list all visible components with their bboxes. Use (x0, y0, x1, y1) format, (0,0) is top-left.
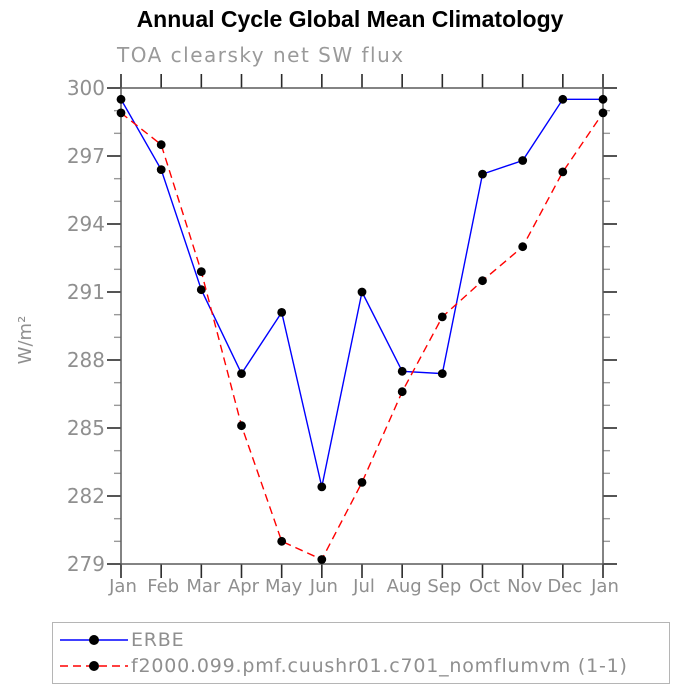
svg-text:297: 297 (67, 144, 105, 168)
svg-text:Mar: Mar (186, 576, 221, 597)
svg-text:Jan: Jan (108, 576, 137, 597)
svg-text:Sep: Sep (427, 576, 461, 597)
svg-text:Oct: Oct (469, 576, 500, 597)
erbe-line-sample-icon (60, 635, 128, 645)
svg-text:Aug: Aug (387, 576, 422, 597)
plot-frame (120, 87, 604, 565)
svg-text:Feb: Feb (147, 576, 179, 597)
legend-item-erbe: ERBE (59, 628, 669, 652)
series-model (116, 108, 608, 564)
svg-text:300: 300 (67, 76, 105, 100)
svg-text:282: 282 (67, 484, 105, 508)
svg-text:Jul: Jul (352, 576, 375, 597)
chart-title: Annual Cycle Global Mean Climatology (136, 6, 564, 32)
legend-label-model: f2000.099.pmf.cuushr01.c701_nomflumvm (1… (131, 655, 628, 677)
svg-text:Jun: Jun (309, 576, 338, 597)
svg-text:285: 285 (67, 416, 105, 440)
svg-text:Dec: Dec (547, 576, 582, 597)
svg-text:Nov: Nov (507, 576, 542, 597)
legend: ERBE f2000.099.pmf.cuushr01.c701_nomflum… (52, 622, 670, 684)
svg-text:294: 294 (67, 212, 105, 236)
series-erbe (116, 94, 608, 492)
chart-subtitle: TOA clearsky net SW flux (117, 43, 405, 67)
svg-text:288: 288 (67, 348, 105, 372)
legend-label-erbe: ERBE (131, 629, 185, 651)
plot-area: 279 282 285 288 291 294 297 300 Jan Feb Mar Apr May J… (15, 74, 619, 597)
svg-text:Jan: Jan (590, 576, 619, 597)
svg-text:291: 291 (67, 280, 105, 304)
svg-text:Apr: Apr (228, 576, 260, 597)
axis-labels: 279 282 285 288 291 294 297 300 Jan Feb Mar Apr May J… (67, 76, 619, 597)
legend-item-model: f2000.099.pmf.cuushr01.c701_nomflumvm (1… (59, 654, 669, 678)
axis-ticks (107, 74, 617, 578)
svg-text:May: May (265, 576, 303, 597)
y-axis-title: W/m² (15, 316, 36, 365)
svg-text:279: 279 (67, 552, 105, 576)
model-line-sample-icon (60, 661, 128, 671)
